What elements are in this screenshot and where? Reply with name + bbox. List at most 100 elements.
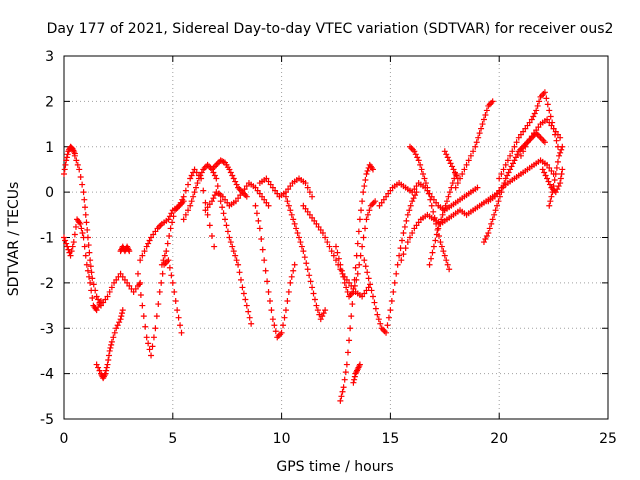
data-point <box>243 302 250 309</box>
data-point <box>496 187 503 194</box>
data-point <box>384 322 391 329</box>
data-point <box>500 166 507 173</box>
data-point <box>282 193 289 200</box>
data-point <box>401 223 408 230</box>
data-point <box>118 313 125 320</box>
data-point <box>417 161 424 168</box>
data-point <box>311 217 318 224</box>
data-point <box>320 310 327 317</box>
data-point <box>465 157 472 164</box>
data-point <box>328 248 335 255</box>
data-point <box>259 246 266 253</box>
data-point <box>394 261 401 268</box>
data-point <box>86 273 93 280</box>
data-point <box>315 223 322 230</box>
data-point <box>437 239 444 246</box>
data-point <box>413 183 420 190</box>
data-point <box>239 189 246 196</box>
data-point <box>64 243 71 250</box>
data-point <box>105 352 112 359</box>
data-point <box>435 225 442 232</box>
data-point <box>546 164 553 171</box>
y-tick-label: -1 <box>40 231 54 247</box>
data-point <box>398 257 405 264</box>
data-point <box>337 397 344 404</box>
data-point <box>444 154 451 161</box>
data-point <box>517 131 524 138</box>
chart-title: Day 177 of 2021, Sidereal Day-to-day VTE… <box>47 21 614 37</box>
series-arc-13 <box>256 175 316 200</box>
data-point <box>64 151 71 158</box>
data-point <box>111 329 118 336</box>
data-point <box>492 207 499 214</box>
data-point <box>433 231 440 238</box>
data-point <box>372 305 379 312</box>
data-point <box>68 248 75 255</box>
data-point <box>335 255 342 262</box>
data-point <box>554 186 561 193</box>
data-point <box>169 219 176 226</box>
data-point <box>414 154 421 161</box>
data-point <box>554 131 561 138</box>
data-point <box>210 195 217 202</box>
data-point <box>191 189 198 196</box>
data-point <box>530 113 537 120</box>
data-point <box>385 314 392 321</box>
data-point <box>256 225 263 232</box>
data-point <box>164 240 171 247</box>
data-point <box>502 161 509 168</box>
data-point <box>409 198 416 205</box>
data-point <box>268 307 275 314</box>
data-point <box>261 257 268 264</box>
data-point <box>495 198 502 205</box>
data-point <box>557 180 564 187</box>
x-axis: 0 5 10 15 20 25 <box>60 56 617 447</box>
data-point <box>74 161 81 168</box>
data-point <box>113 325 120 332</box>
data-point <box>359 293 366 300</box>
series-arc-17 <box>337 161 376 404</box>
data-point <box>85 242 92 249</box>
data-point <box>522 143 529 150</box>
data-point <box>117 316 124 323</box>
series-arc-05 <box>117 243 133 255</box>
data-point <box>443 257 450 264</box>
data-point <box>136 281 143 288</box>
data-point <box>547 113 554 120</box>
data-point <box>93 361 100 368</box>
data-point <box>399 237 406 244</box>
data-point <box>364 211 371 218</box>
data-point <box>333 243 339 250</box>
data-point <box>365 275 372 282</box>
data-point <box>139 302 146 309</box>
data-point <box>255 217 262 224</box>
x-tick-label: 10 <box>273 431 291 447</box>
data-point <box>340 384 347 391</box>
data-point <box>354 270 361 277</box>
data-point <box>188 198 195 205</box>
data-point <box>444 261 451 268</box>
data-point <box>341 376 348 383</box>
data-point <box>191 166 198 173</box>
data-point <box>80 189 87 196</box>
data-point <box>548 122 555 129</box>
data-point <box>287 279 294 286</box>
data-point <box>156 288 163 295</box>
y-axis-label: SDTVAR / TECUs <box>6 182 22 297</box>
data-point <box>549 189 556 196</box>
data-point <box>349 301 356 308</box>
data-point <box>88 287 95 294</box>
data-point <box>509 160 516 167</box>
data-point <box>106 288 113 295</box>
data-point <box>254 187 261 194</box>
data-point <box>83 219 90 226</box>
data-point <box>88 269 95 276</box>
data-point <box>350 379 357 386</box>
data-point <box>319 313 326 320</box>
data-point <box>548 193 555 200</box>
data-point <box>517 152 524 159</box>
data-point <box>219 204 226 211</box>
data-point <box>262 267 269 274</box>
data-point <box>461 166 468 173</box>
